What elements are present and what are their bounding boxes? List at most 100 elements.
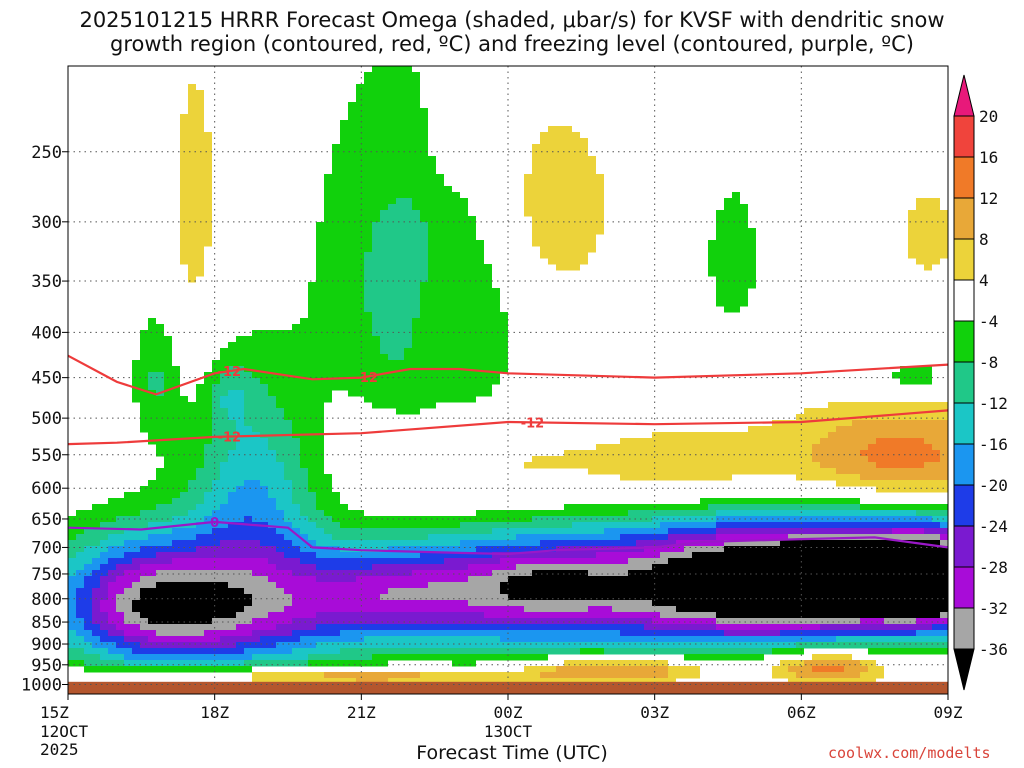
- omega-cell: [652, 600, 948, 607]
- omega-cell: [724, 204, 748, 211]
- omega-cell: [772, 648, 804, 655]
- omega-cell: [908, 228, 948, 235]
- omega-cell: [172, 540, 220, 547]
- omega-shading: [68, 66, 948, 685]
- omega-cell: [524, 174, 604, 181]
- omega-cell: [92, 630, 108, 637]
- omega-cell: [380, 336, 412, 343]
- freezing-level-line: [67, 520, 949, 556]
- omega-cell: [100, 552, 124, 559]
- colorbar-bin: [953, 607, 975, 650]
- omega-cell: [124, 588, 140, 595]
- x-tick-label: 18Z: [200, 703, 229, 722]
- omega-cell: [244, 420, 292, 427]
- omega-cell: [196, 390, 212, 397]
- omega-cell: [428, 264, 492, 271]
- omega-cell: [84, 636, 100, 643]
- omega-cell: [212, 402, 220, 409]
- omega-cell: [124, 570, 156, 577]
- omega-cell: [276, 642, 316, 649]
- omega-cell: [164, 390, 180, 397]
- omega-cell: [108, 594, 116, 601]
- omega-cell: [716, 222, 748, 229]
- colorbar-tick-label: -20: [979, 476, 1008, 495]
- omega-cell: [204, 462, 220, 469]
- omega-cell: [620, 534, 668, 541]
- omega-cell: [244, 414, 284, 421]
- omega-cell: [252, 600, 292, 607]
- omega-cell: [412, 198, 468, 205]
- omega-cell: [668, 672, 700, 679]
- colorbar-bin: [953, 156, 975, 199]
- omega-cell: [300, 456, 324, 463]
- omega-cell: [172, 516, 204, 523]
- omega-cell: [180, 144, 212, 151]
- omega-cell: [284, 606, 524, 613]
- omega-cell: [724, 306, 740, 313]
- omega-cell: [228, 582, 276, 589]
- omega-cell: [932, 444, 948, 451]
- colorbar-bin: [953, 74, 975, 117]
- omega-cell: [212, 510, 284, 517]
- omega-cell: [860, 504, 948, 511]
- omega-cell: [244, 648, 292, 655]
- omega-cell: [652, 564, 948, 571]
- omega-cell: [340, 630, 620, 637]
- omega-cell: [172, 528, 212, 535]
- omega-cell: [812, 444, 868, 451]
- omega-cell: [156, 570, 252, 577]
- omega-cell: [252, 654, 308, 661]
- omega-cell: [100, 522, 148, 529]
- omega-cell: [236, 420, 244, 427]
- omega-cell: [188, 102, 204, 109]
- omega-cell: [108, 534, 148, 541]
- omega-cell: [276, 450, 300, 457]
- omega-cell: [708, 246, 756, 253]
- omega-cell: [468, 564, 516, 571]
- omega-cell: [372, 66, 412, 73]
- omega-cell: [564, 504, 708, 511]
- omega-cell: [92, 504, 156, 511]
- omega-cell: [860, 474, 948, 481]
- omega-cell: [324, 180, 444, 187]
- omega-cell: [300, 504, 316, 511]
- omega-cell: [252, 426, 292, 433]
- omega-cell: [532, 516, 652, 523]
- omega-cell: [716, 294, 748, 301]
- omega-cell: [316, 540, 460, 547]
- omega-cell: [76, 630, 92, 637]
- omega-cell: [540, 246, 596, 253]
- omega-cell: [916, 618, 948, 625]
- omega-cell: [916, 510, 948, 517]
- omega-cell: [684, 546, 724, 553]
- omega-cell: [284, 468, 308, 475]
- colorbar-bin: [953, 279, 975, 322]
- omega-cell: [908, 234, 948, 241]
- y-tick-label: 1000: [21, 676, 62, 696]
- omega-cell: [140, 408, 212, 415]
- omega-cell: [188, 90, 204, 97]
- omega-cell: [308, 516, 332, 523]
- omega-cell: [148, 438, 212, 445]
- omega-cell: [924, 528, 948, 535]
- omega-cell: [620, 630, 724, 637]
- omega-cell: [876, 462, 924, 469]
- omega-cell: [516, 534, 620, 541]
- omega-cell: [364, 270, 428, 277]
- omega-cell: [868, 456, 940, 463]
- omega-cell: [68, 564, 84, 571]
- chart-title-line1: 2025101215 HRRR Forecast Omega (shaded, …: [79, 8, 945, 32]
- omega-cell: [492, 552, 596, 559]
- omega-cell: [68, 660, 84, 667]
- omega-cell: [292, 630, 340, 637]
- omega-cell: [188, 480, 212, 487]
- omega-cell: [892, 528, 924, 535]
- omega-cell: [356, 84, 420, 91]
- omega-cell: [724, 198, 740, 205]
- omega-cell: [180, 198, 212, 205]
- omega-cell: [340, 132, 428, 139]
- omega-cell: [340, 126, 428, 133]
- omega-cell: [244, 402, 276, 409]
- omega-cell: [388, 354, 404, 361]
- omega-cell: [188, 84, 196, 91]
